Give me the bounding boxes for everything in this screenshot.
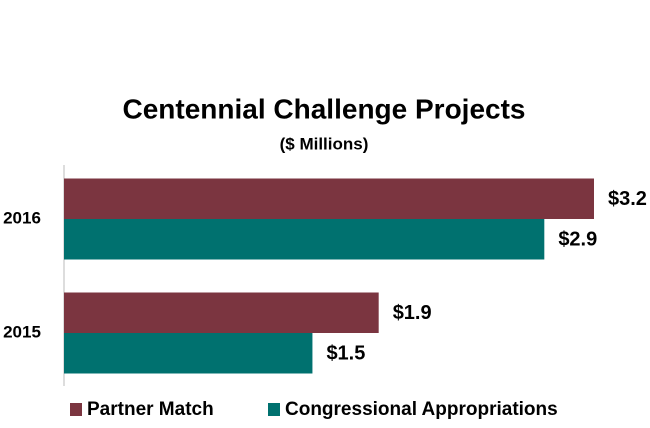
legend-label: Congressional Appropriations [285, 399, 558, 420]
bar [64, 178, 594, 219]
legend-label: Partner Match [87, 399, 214, 420]
data-label: $1.9 [393, 302, 432, 324]
legend-swatch [268, 403, 280, 416]
y-tick-label: 2016 [3, 208, 41, 227]
data-label: $1.5 [326, 343, 365, 365]
legend-swatch [70, 403, 82, 416]
data-label: $3.2 [608, 188, 647, 210]
bar [64, 333, 313, 374]
bar [64, 292, 379, 333]
chart-title: Centennial Challenge Projects [123, 93, 526, 124]
y-tick-label: 2015 [3, 322, 41, 341]
data-label: $2.9 [558, 229, 597, 251]
chart-subtitle: ($ Millions) [280, 134, 369, 153]
bar [64, 219, 545, 260]
